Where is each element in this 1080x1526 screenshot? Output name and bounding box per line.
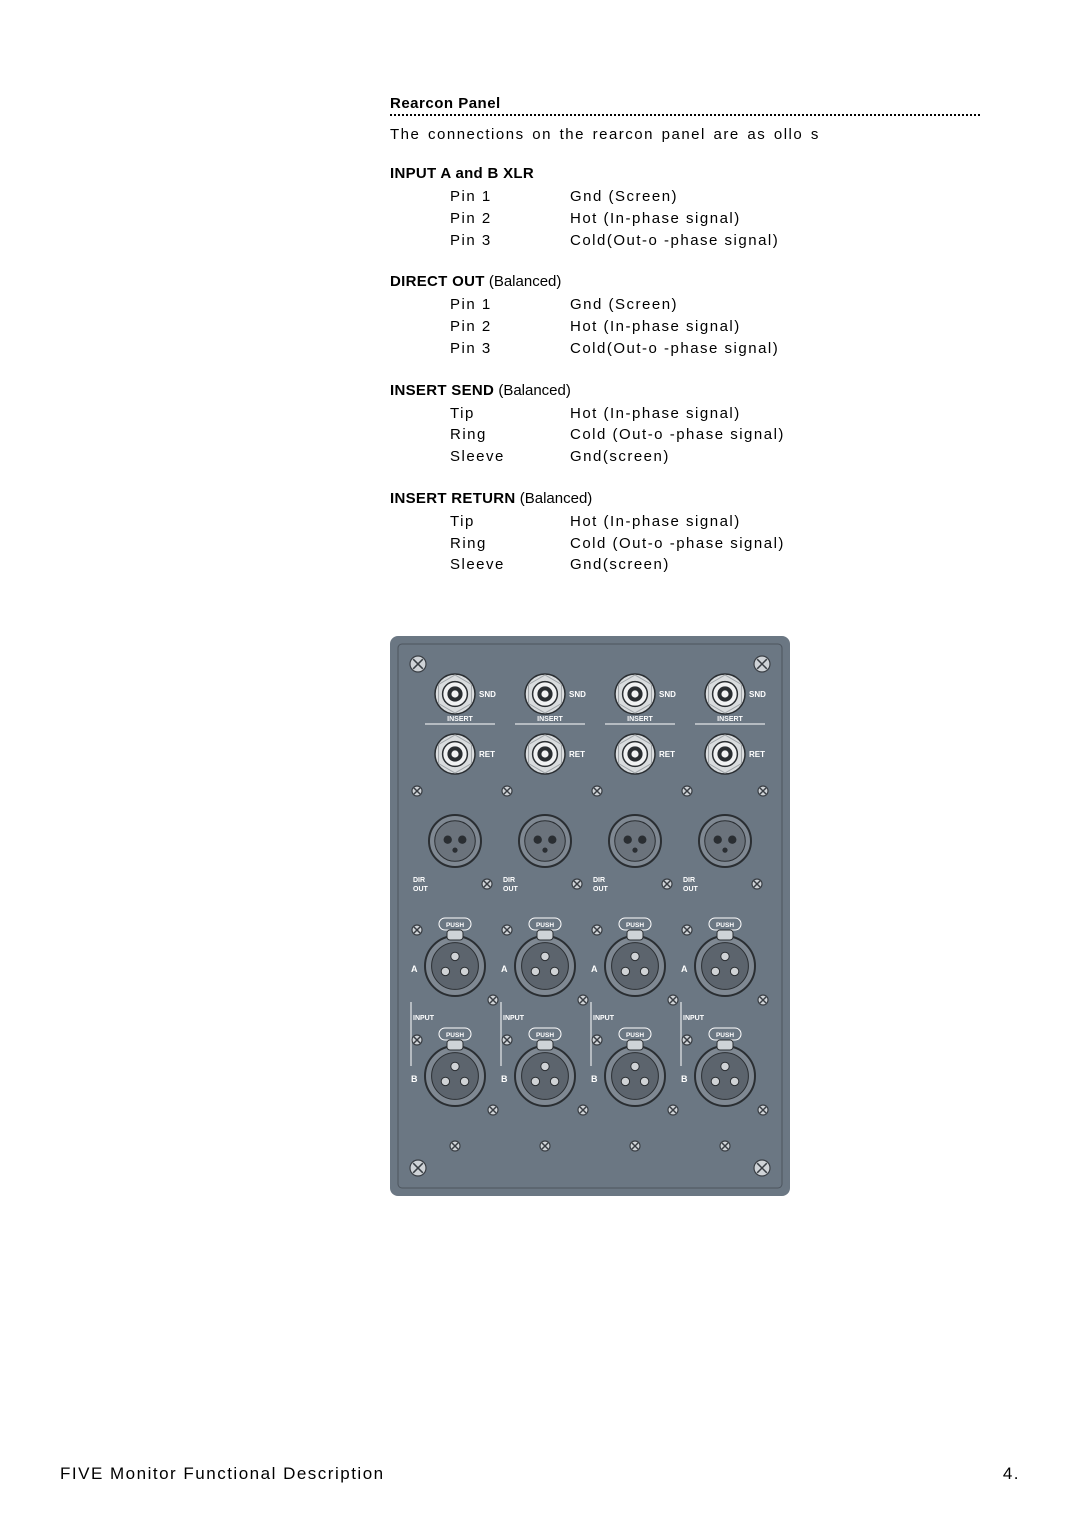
pin-name: Pin 2 [450,316,570,338]
svg-text:RET: RET [479,750,495,759]
svg-text:DIR: DIR [683,877,695,884]
pin-name: Sleeve [450,554,570,576]
pin-desc: Hot (In-phase signal) [570,403,990,425]
pin-desc: Cold(Out-o -phase signal) [570,230,990,252]
pin-row: Pin 2Hot (In-phase signal) [390,208,990,230]
section-title: Rearcon Panel [390,95,990,112]
pin-name: Tip [450,511,570,533]
pin-row: Pin 1Gnd (Screen) [390,294,990,316]
svg-text:RET: RET [659,750,675,759]
svg-text:B: B [501,1074,508,1084]
pin-block-qualifier: (Balanced) [485,273,562,290]
pin-block-title: INSERT SEND [390,382,494,399]
pin-block: INSERT RETURN (Balanced) TipHot (In-phase… [390,490,990,576]
pin-desc: Gnd (Screen) [570,294,990,316]
svg-text:PUSH: PUSH [536,922,554,929]
pin-name: Tip [450,403,570,425]
svg-text:PUSH: PUSH [446,1032,464,1039]
pin-row: Pin 1Gnd (Screen) [390,186,990,208]
pin-name: Pin 3 [450,338,570,360]
pin-name: Ring [450,424,570,446]
pin-block-header: INSERT SEND (Balanced) [390,382,990,399]
pin-desc: Hot (In-phase signal) [570,316,990,338]
svg-text:INSERT: INSERT [717,716,743,723]
svg-text:SND: SND [659,690,676,699]
rear-panel-figure: SND RET SND RET SND RET SND RET INSERT INSERT INSE… [390,636,990,1201]
svg-text:PUSH: PUSH [626,1032,644,1039]
pin-name: Pin 1 [450,186,570,208]
pin-name: Pin 3 [450,230,570,252]
svg-text:B: B [591,1074,598,1084]
svg-text:SND: SND [569,690,586,699]
pin-name: Ring [450,533,570,555]
svg-text:PUSH: PUSH [716,922,734,929]
pin-desc: Gnd(screen) [570,554,990,576]
footer-right: 4. [1003,1464,1020,1484]
pin-row: Pin 3Cold(Out-o -phase signal) [390,230,990,252]
svg-text:A: A [411,964,418,974]
pin-block-qualifier: (Balanced) [516,490,593,507]
pin-desc: Gnd(screen) [570,446,990,468]
pin-row: Pin 3Cold(Out-o -phase signal) [390,338,990,360]
svg-text:PUSH: PUSH [446,922,464,929]
pin-row: Pin 2Hot (In-phase signal) [390,316,990,338]
svg-text:RET: RET [749,750,765,759]
svg-text:INSERT: INSERT [627,716,653,723]
pin-row: RingCold (Out-o -phase signal) [390,533,990,555]
pin-name: Sleeve [450,446,570,468]
svg-text:A: A [501,964,508,974]
pin-row: TipHot (In-phase signal) [390,403,990,425]
svg-text:PUSH: PUSH [716,1032,734,1039]
pin-block: INSERT SEND (Balanced) TipHot (In-phase s… [390,382,990,468]
svg-text:SND: SND [749,690,766,699]
footer-left: FIVE Monitor Functional Description [60,1464,385,1484]
pin-block: DIRECT OUT (Balanced)Pin 1Gnd (Screen)Pi… [390,273,990,359]
rear-panel-svg: SND RET SND RET SND RET SND RET INSERT INSERT INSE… [390,636,790,1196]
pin-row: RingCold (Out-o -phase signal) [390,424,990,446]
pin-name: Pin 2 [450,208,570,230]
svg-text:INPUT: INPUT [503,1015,525,1022]
svg-text:INSERT: INSERT [537,716,563,723]
pin-row: TipHot (In-phase signal) [390,511,990,533]
pin-row: SleeveGnd(screen) [390,554,990,576]
svg-text:OUT: OUT [683,886,699,893]
page-footer: FIVE Monitor Functional Description 4. [60,1464,1020,1484]
svg-text:B: B [681,1074,688,1084]
pin-block-header: INPUT A and B XLR [390,165,990,182]
pin-desc: Hot (In-phase signal) [570,511,990,533]
svg-text:OUT: OUT [413,886,429,893]
svg-text:INSERT: INSERT [447,716,473,723]
svg-text:INPUT: INPUT [683,1015,705,1022]
pin-desc: Hot (In-phase signal) [570,208,990,230]
intro-text: The connections on the rearcon panel are… [390,126,990,143]
pin-row: SleeveGnd(screen) [390,446,990,468]
pin-name: Pin 1 [450,294,570,316]
pin-desc: Gnd (Screen) [570,186,990,208]
svg-text:PUSH: PUSH [626,922,644,929]
svg-text:DIR: DIR [503,877,515,884]
pin-block-title: DIRECT OUT [390,273,485,290]
pin-block-header: DIRECT OUT (Balanced) [390,273,990,290]
svg-text:INPUT: INPUT [413,1015,435,1022]
svg-text:A: A [591,964,598,974]
pin-block-header: INSERT RETURN (Balanced) [390,490,990,507]
pin-block-qualifier: (Balanced) [494,382,571,399]
svg-text:PUSH: PUSH [536,1032,554,1039]
svg-text:DIR: DIR [593,877,605,884]
svg-text:SND: SND [479,690,496,699]
pin-desc: Cold (Out-o -phase signal) [570,424,990,446]
pin-block: INPUT A and B XLR Pin 1Gnd (Screen)Pin 2H… [390,165,990,251]
svg-text:OUT: OUT [503,886,519,893]
svg-text:OUT: OUT [593,886,609,893]
pin-desc: Cold (Out-o -phase signal) [570,533,990,555]
svg-text:RET: RET [569,750,585,759]
svg-text:B: B [411,1074,418,1084]
svg-text:A: A [681,964,688,974]
pin-block-title: INPUT A and B XLR [390,165,534,182]
svg-text:INPUT: INPUT [593,1015,615,1022]
svg-text:DIR: DIR [413,877,425,884]
pin-desc: Cold(Out-o -phase signal) [570,338,990,360]
dotted-rule [390,114,980,116]
pin-block-title: INSERT RETURN [390,490,516,507]
